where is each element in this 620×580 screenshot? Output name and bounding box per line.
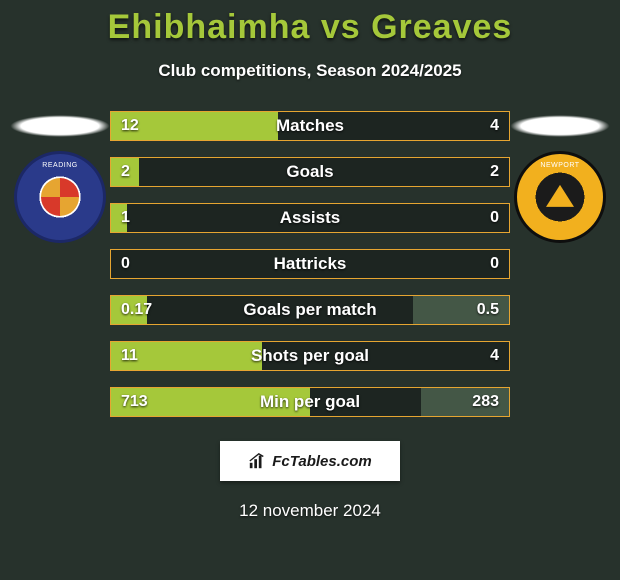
crest-newport: NEWPORT [514,151,606,243]
crest-reading: READING [14,151,106,243]
stat-value-right: 0 [480,250,509,278]
bar-left-fill [111,112,278,140]
crest-reading-text: READING [17,162,103,169]
highlight-ellipse [10,115,110,137]
stat-bars: Matches124Goals22Assists10Hattricks00Goa… [110,111,510,417]
stat-row: Matches124 [110,111,510,141]
chart-icon [248,452,266,470]
stat-label: Hattricks [111,250,509,278]
stat-label: Goals [111,158,509,186]
stat-value-right: 4 [480,112,509,140]
page-title: Ehibhaimha vs Greaves [0,0,620,47]
stat-value-right: 2 [480,158,509,186]
stat-value-right: 4 [480,342,509,370]
stat-label: Assists [111,204,509,232]
crest-newport-text: NEWPORT [517,162,603,169]
comparison-content: READING NEWPORT Matches124 Goals22 Assists… [0,111,620,417]
stat-row: Assists10 [110,203,510,233]
stat-row: Min per goal713283 [110,387,510,417]
team-right-badge: NEWPORT [510,151,610,251]
brand-text: FcTables.com [272,453,371,470]
bar-left-fill [111,296,147,324]
subtitle: Club competitions, Season 2024/2025 [0,61,620,81]
bar-right-fill [413,296,509,324]
bar-right-fill [421,388,509,416]
date-text: 12 november 2024 [0,501,620,521]
stat-row: Goals per match0.170.5 [110,295,510,325]
stat-row: Shots per goal114 [110,341,510,371]
brand-card: FcTables.com [220,441,400,481]
team-left-badge: READING [10,151,110,251]
bar-left-fill [111,158,139,186]
stat-row: Hattricks0 0 [110,249,510,279]
stat-value-right: 0 [480,204,509,232]
stat-value-left: 0 [111,250,140,278]
stat-row: Goals22 [110,157,510,187]
bar-left-fill [111,342,262,370]
bar-left-fill [111,388,310,416]
bar-left-fill [111,204,127,232]
highlight-ellipse [510,115,610,137]
